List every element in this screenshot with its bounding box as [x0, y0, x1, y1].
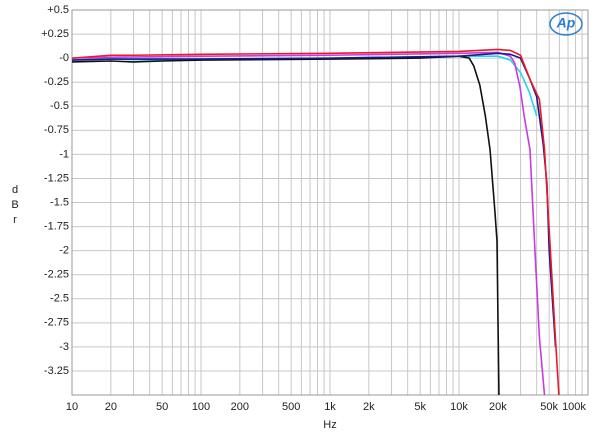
y-tick-label: -0.5: [50, 100, 69, 112]
y-axis-label: d: [12, 184, 18, 196]
x-tick-label: 5k: [414, 401, 426, 413]
y-tick-label: +0.5: [47, 4, 69, 16]
y-tick-label: -0.25: [44, 76, 69, 88]
series-line: [72, 51, 546, 395]
y-tick-label: -2: [59, 245, 69, 257]
y-tick-label: -1.25: [44, 172, 69, 184]
logo-ring: [549, 12, 583, 36]
series-line: [72, 55, 538, 117]
x-tick-label: 2k: [363, 401, 375, 413]
y-tick-label: -0.75: [44, 124, 69, 136]
x-tick-label: 20k: [489, 401, 507, 413]
x-tick-label: 100k: [562, 401, 586, 413]
y-tick-label: +0.25: [41, 28, 69, 40]
series-line: [72, 48, 560, 395]
series-line: [72, 55, 500, 395]
x-tick-label: 500: [282, 401, 300, 413]
y-tick-label: -1: [59, 148, 69, 160]
y-tick-label: -1.75: [44, 220, 69, 232]
plot-frame: [71, 9, 589, 396]
y-tick-label: -1.5: [50, 196, 69, 208]
x-tick-label: 100: [192, 401, 210, 413]
y-axis-label: r: [13, 214, 17, 226]
y-tick-label: -3.25: [44, 365, 69, 377]
x-tick-label: 1k: [324, 401, 336, 413]
y-tick-label: -2.5: [50, 293, 69, 305]
series-line: [72, 52, 557, 347]
x-tick-label: 200: [231, 401, 249, 413]
x-tick-label: 10k: [450, 401, 468, 413]
x-tick-label: 10: [66, 401, 78, 413]
y-tick-label: -2.25: [44, 269, 69, 281]
x-tick-label: 20: [105, 401, 117, 413]
y-tick-label: -2.75: [44, 317, 69, 329]
x-tick-label: 50k: [540, 401, 558, 413]
logo: Ap: [556, 15, 576, 31]
x-tick-label: 50: [156, 401, 168, 413]
grid: [71, 9, 589, 396]
y-axis-label: B: [11, 199, 18, 211]
series-group: [72, 48, 560, 395]
y-tick-label: -0: [59, 52, 69, 64]
y-tick-label: -3: [59, 341, 69, 353]
x-axis-label: Hz: [323, 419, 336, 431]
